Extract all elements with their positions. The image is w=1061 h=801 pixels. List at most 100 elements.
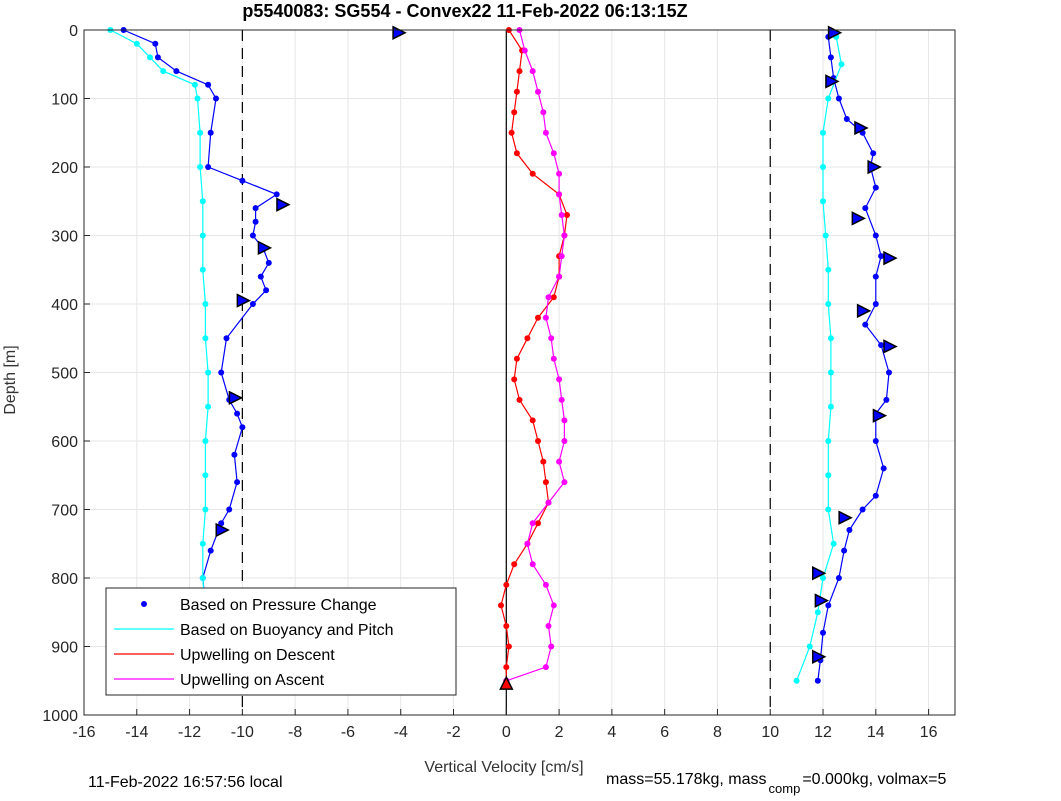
- data-point: [218, 520, 225, 527]
- y-tick-label: 300: [51, 229, 78, 246]
- data-point: [513, 355, 520, 362]
- data-point: [822, 232, 829, 239]
- data-point: [207, 129, 214, 136]
- marker-triangle: [851, 211, 867, 226]
- data-point: [883, 396, 890, 403]
- data-point: [213, 95, 219, 102]
- legend-label: Based on Pressure Change: [180, 597, 377, 614]
- data-point: [503, 623, 510, 629]
- data-point: [872, 438, 879, 444]
- data-point: [540, 109, 547, 116]
- marker-triangle: [883, 250, 898, 266]
- data-point: [516, 68, 523, 75]
- data-point: [199, 266, 206, 273]
- footer-local-time: 11-Feb-2022 16:57:56 local: [88, 774, 283, 791]
- series: [120, 27, 280, 684]
- data-point: [820, 629, 826, 636]
- data-point: [524, 540, 531, 547]
- y-tick-label: 1000: [42, 708, 78, 725]
- data-point: [513, 150, 520, 157]
- data-point: [173, 68, 180, 75]
- data-point: [820, 198, 826, 205]
- data-point: [835, 575, 842, 581]
- data-point: [199, 575, 206, 581]
- data-point: [846, 527, 853, 533]
- y-axis-label: Depth [m]: [2, 345, 19, 414]
- data-point: [199, 198, 206, 205]
- data-point: [878, 253, 885, 260]
- marker-triangle: [236, 293, 252, 308]
- data-point: [498, 602, 504, 609]
- data-point: [550, 355, 557, 362]
- data-point: [820, 129, 826, 136]
- data-point: [872, 232, 879, 239]
- x-tick-label: -16: [72, 724, 95, 741]
- data-point: [265, 259, 272, 266]
- marker-triangle: [867, 159, 882, 175]
- reference-lines: [241, 30, 771, 715]
- data-point: [223, 335, 230, 342]
- data-point: [202, 335, 209, 342]
- x-tick-label: -6: [341, 724, 355, 741]
- data-point: [252, 218, 259, 225]
- x-tick-label: 6: [660, 724, 669, 741]
- data-point: [191, 81, 198, 88]
- y-tick-label: 200: [51, 160, 78, 177]
- data-point: [529, 417, 536, 424]
- x-tick-label: -10: [231, 724, 254, 741]
- data-point: [556, 458, 563, 465]
- marker-triangle: [856, 303, 872, 319]
- data-point: [880, 465, 887, 472]
- x-tick-label: 16: [920, 724, 938, 741]
- y-tick-label: 100: [51, 92, 78, 109]
- data-point: [542, 664, 549, 671]
- data-point: [556, 170, 563, 177]
- y-tick-label: 500: [51, 366, 78, 383]
- data-point: [548, 335, 555, 342]
- data-point: [205, 369, 212, 376]
- marker-triangle: [825, 74, 840, 89]
- data-point: [542, 581, 549, 588]
- data-point: [886, 369, 892, 376]
- series: [793, 33, 845, 684]
- data-point: [234, 410, 241, 417]
- data-point: [827, 335, 834, 342]
- data-point: [199, 232, 206, 239]
- comp-subscript: comp: [768, 781, 801, 796]
- data-point: [529, 561, 536, 568]
- y-tick-label: 400: [51, 297, 78, 314]
- data-point: [263, 287, 270, 294]
- data-point: [838, 61, 845, 68]
- data-point: [202, 301, 209, 307]
- data-point: [202, 438, 209, 444]
- data-point: [205, 164, 212, 170]
- data-point: [154, 54, 161, 61]
- data-point: [535, 520, 541, 527]
- series-line: [796, 36, 843, 682]
- marker-triangle: [228, 390, 244, 406]
- y-tick-label: 800: [51, 571, 78, 588]
- data-point: [511, 376, 518, 383]
- data-point: [197, 164, 204, 170]
- data-point: [827, 369, 834, 376]
- data-point: [558, 396, 565, 403]
- data-point: [827, 54, 834, 61]
- data-point: [870, 150, 877, 157]
- data-point: [239, 177, 246, 184]
- data-point: [550, 602, 557, 609]
- series-group: [107, 27, 892, 684]
- x-tick-label: -14: [125, 724, 148, 741]
- marker-triangle: [814, 593, 830, 608]
- data-point: [202, 472, 209, 479]
- data-point: [199, 540, 206, 547]
- data-point: [830, 540, 837, 547]
- data-point: [558, 212, 565, 218]
- data-point: [872, 184, 879, 191]
- data-point: [550, 150, 557, 157]
- data-point: [825, 266, 832, 273]
- data-point: [218, 369, 225, 376]
- data-point: [535, 88, 541, 95]
- data-point: [841, 547, 848, 554]
- marker-triangle: [499, 675, 514, 690]
- x-tick-label: -4: [394, 724, 408, 741]
